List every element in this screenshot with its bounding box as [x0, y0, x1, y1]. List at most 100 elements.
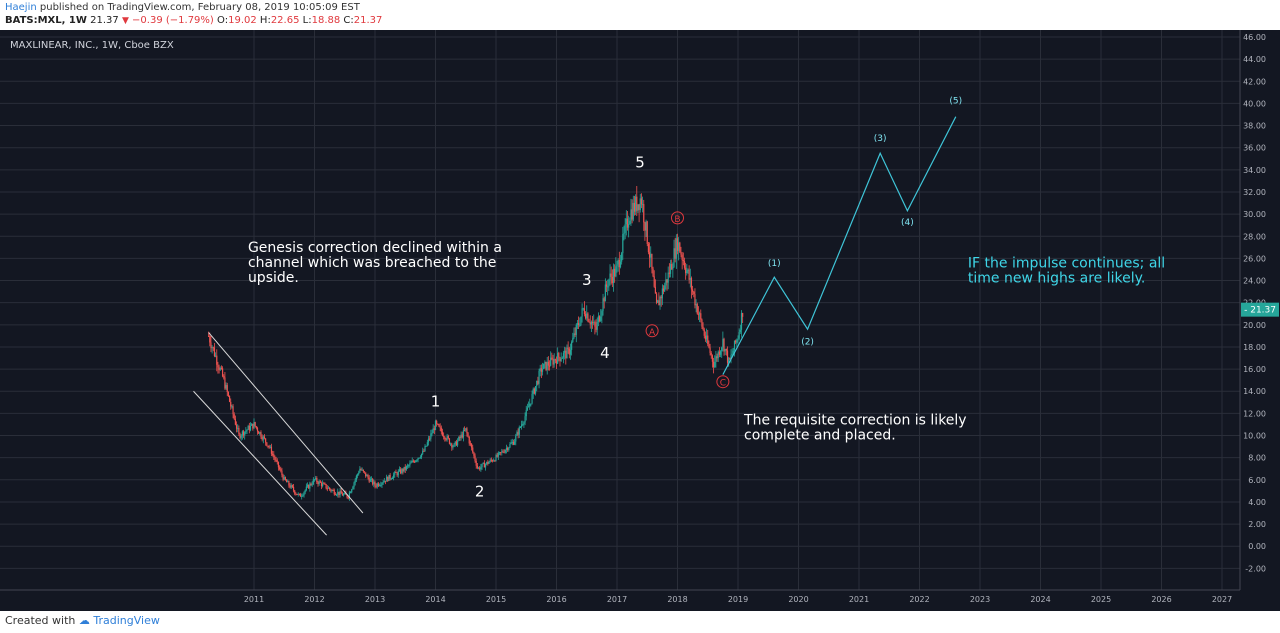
annotation-text: complete and placed. [744, 427, 896, 443]
candle-body [489, 459, 491, 462]
candle-body [739, 329, 741, 333]
channel-line [208, 332, 364, 514]
candle-body [657, 300, 659, 303]
candle-body [273, 454, 275, 458]
candle-body [724, 348, 726, 352]
candle-body [520, 424, 523, 427]
candle-body [666, 279, 668, 283]
candle-body [512, 441, 515, 445]
y-tick-label: 36.00 [1243, 144, 1266, 153]
candle-body [581, 308, 583, 317]
author-link[interactable]: Haejin [5, 2, 37, 13]
candle-body [537, 380, 539, 384]
candle-body [450, 443, 452, 445]
candle-body [210, 342, 212, 348]
candle-body [561, 357, 563, 359]
candle-body [529, 403, 531, 407]
candle-body [294, 490, 296, 494]
candle-body [226, 385, 228, 392]
candle-body [301, 495, 303, 497]
candle-body [376, 483, 378, 487]
candle-body [406, 465, 409, 467]
candle-body [265, 438, 267, 443]
x-tick-label: 2025 [1091, 595, 1111, 604]
candle-body [447, 436, 449, 439]
candle-body [388, 474, 390, 481]
annotation-text: Genesis correction declined within a [248, 240, 502, 256]
candle-body [373, 481, 375, 485]
candle-body [717, 351, 719, 359]
candle-body [241, 431, 243, 436]
candle-body [225, 385, 227, 389]
candle-body [233, 414, 235, 419]
wave-label: A [649, 328, 656, 338]
candle-body [502, 451, 504, 453]
candle-body [426, 442, 428, 446]
candle-body [466, 428, 468, 434]
candle-body [367, 475, 369, 478]
candle-body [718, 351, 720, 355]
candle-body [465, 428, 467, 431]
candle-body [213, 347, 216, 356]
candle-body [552, 358, 554, 365]
candle-body [543, 363, 545, 370]
close-label: C: [343, 15, 354, 26]
candle-body [633, 202, 636, 212]
candle-body [429, 438, 431, 440]
candle-body [439, 426, 441, 428]
candle-body [525, 409, 527, 417]
candle-body [458, 436, 460, 441]
candle-body [461, 434, 463, 438]
candle-body [662, 288, 665, 292]
candle-body [256, 427, 259, 432]
price-chart[interactable]: 1 2 3 4 5 A B C (1) (2) (3) (4) (5) Genesis correctio… [0, 30, 1280, 611]
candle-body [494, 460, 496, 462]
candle-body [584, 314, 587, 319]
chart-title: MAXLINEAR, INC., 1W, Cboe BZX [10, 40, 174, 51]
candle-body [619, 261, 622, 268]
candle-body [497, 452, 499, 457]
created-with-label: Created with [5, 614, 76, 627]
high-value: 22.65 [270, 15, 300, 26]
candle-body [401, 469, 403, 474]
candle-body [276, 460, 278, 462]
candle-body [244, 431, 246, 436]
candle-body [334, 494, 337, 496]
candle-body [389, 474, 391, 479]
candle-body [742, 313, 744, 317]
annotation-text: time new highs are likely. [968, 270, 1145, 286]
candle-body [644, 222, 646, 231]
x-axis-labels: 2011 2012 2013 2014 2015 2016 2017 2018 2019 2020… [244, 595, 1232, 604]
candle-body [234, 418, 236, 425]
candle-body [608, 279, 610, 287]
candle-body [437, 423, 439, 425]
candle-body [648, 252, 651, 258]
candle-body [524, 416, 526, 423]
candle-body [391, 478, 394, 480]
candle-body [709, 347, 711, 353]
time-axis[interactable] [0, 590, 1280, 611]
y-tick-label: 24.00 [1243, 277, 1266, 286]
tradingview-link[interactable]: TradingView [93, 614, 160, 627]
candle-body [516, 432, 518, 436]
candle-body [609, 273, 611, 280]
candle-body [365, 472, 367, 477]
candle-body [665, 279, 667, 286]
candle-body [278, 467, 281, 470]
y-tick-label: 0.00 [1248, 542, 1266, 551]
candle-body [216, 355, 218, 365]
candle-body [460, 434, 462, 438]
candle-body [441, 431, 444, 436]
candle-body [360, 468, 362, 471]
down-arrow-icon: ▼ [121, 16, 129, 26]
candle-body [483, 462, 485, 468]
candle-body [700, 313, 702, 320]
candle-body [546, 361, 548, 370]
candle-body [615, 266, 617, 277]
candle-body [493, 460, 495, 462]
candle-body [567, 347, 569, 349]
candle-body [431, 433, 433, 435]
candle-body [370, 478, 373, 480]
candle-body [583, 308, 586, 315]
wave-label: 3 [582, 271, 592, 289]
